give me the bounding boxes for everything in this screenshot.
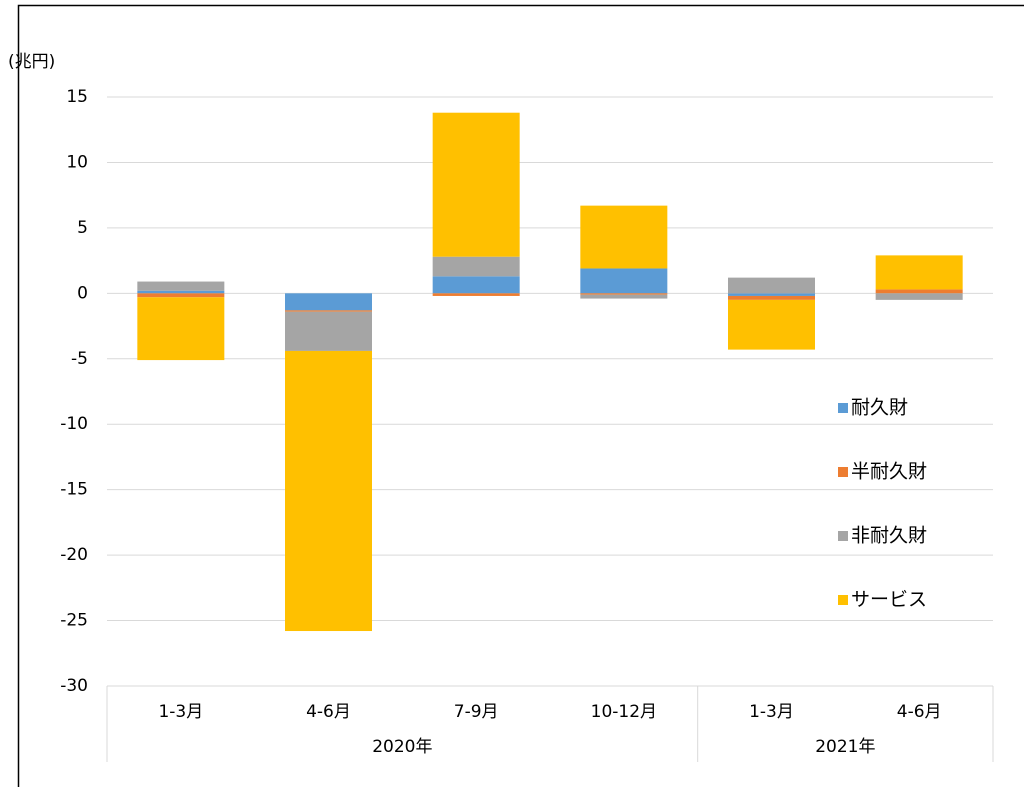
x-tick-label: 4-6月 <box>306 702 351 722</box>
y-tick-label: 10 <box>66 152 88 172</box>
bar-segment <box>728 296 815 300</box>
bar-segment <box>285 351 372 631</box>
y-tick-label: -10 <box>60 414 88 434</box>
bar-segment <box>433 293 520 296</box>
y-tick-label: -30 <box>60 676 88 696</box>
legend-label: 非耐久財 <box>851 525 927 547</box>
bar-segment <box>137 291 224 294</box>
x-tick-label: 10-12月 <box>591 702 657 722</box>
y-tick-label: 5 <box>77 218 88 238</box>
legend-swatch <box>838 531 848 541</box>
x-tick-label: 1-3月 <box>158 702 203 722</box>
x-tick-label: 1-3月 <box>749 702 794 722</box>
legend-swatch <box>838 595 848 605</box>
bar-segment <box>728 300 815 350</box>
x-tick-label: 4-6月 <box>897 702 942 722</box>
bar-segment <box>580 293 667 294</box>
group-label: 2021年 <box>815 737 875 757</box>
bar-segment <box>728 293 815 296</box>
bar-segment <box>137 282 224 291</box>
legend-swatch <box>838 467 848 477</box>
bar-segment <box>433 257 520 277</box>
bar-segment <box>137 293 224 297</box>
y-tick-label: 15 <box>66 87 88 107</box>
bar-segment <box>285 312 372 351</box>
y-tick-label: -5 <box>71 349 88 369</box>
y-tick-label: 0 <box>77 283 88 303</box>
legend-label: サービス <box>851 589 927 611</box>
x-tick-label: 7-9月 <box>454 702 499 722</box>
bar-segment <box>580 206 667 269</box>
group-label: 2020年 <box>372 737 432 757</box>
bar-segment <box>285 293 372 310</box>
bar-segment <box>876 289 963 293</box>
y-tick-label: -20 <box>60 545 88 565</box>
y-axis-label: (兆円) <box>8 52 55 72</box>
bar-segment <box>876 255 963 289</box>
bar-segment <box>580 268 667 293</box>
bar-segment <box>285 310 372 311</box>
bar-segment <box>433 113 520 257</box>
legend-label: 半耐久財 <box>851 461 927 483</box>
bar-segment <box>876 293 963 300</box>
y-tick-label: -15 <box>60 480 88 500</box>
legend-swatch <box>838 403 848 413</box>
bar-segment <box>728 278 815 294</box>
y-tick-label: -25 <box>60 611 88 631</box>
bar-segment <box>433 276 520 293</box>
bar-segment <box>137 297 224 360</box>
bar-segment <box>580 295 667 299</box>
legend-label: 耐久財 <box>851 397 908 419</box>
